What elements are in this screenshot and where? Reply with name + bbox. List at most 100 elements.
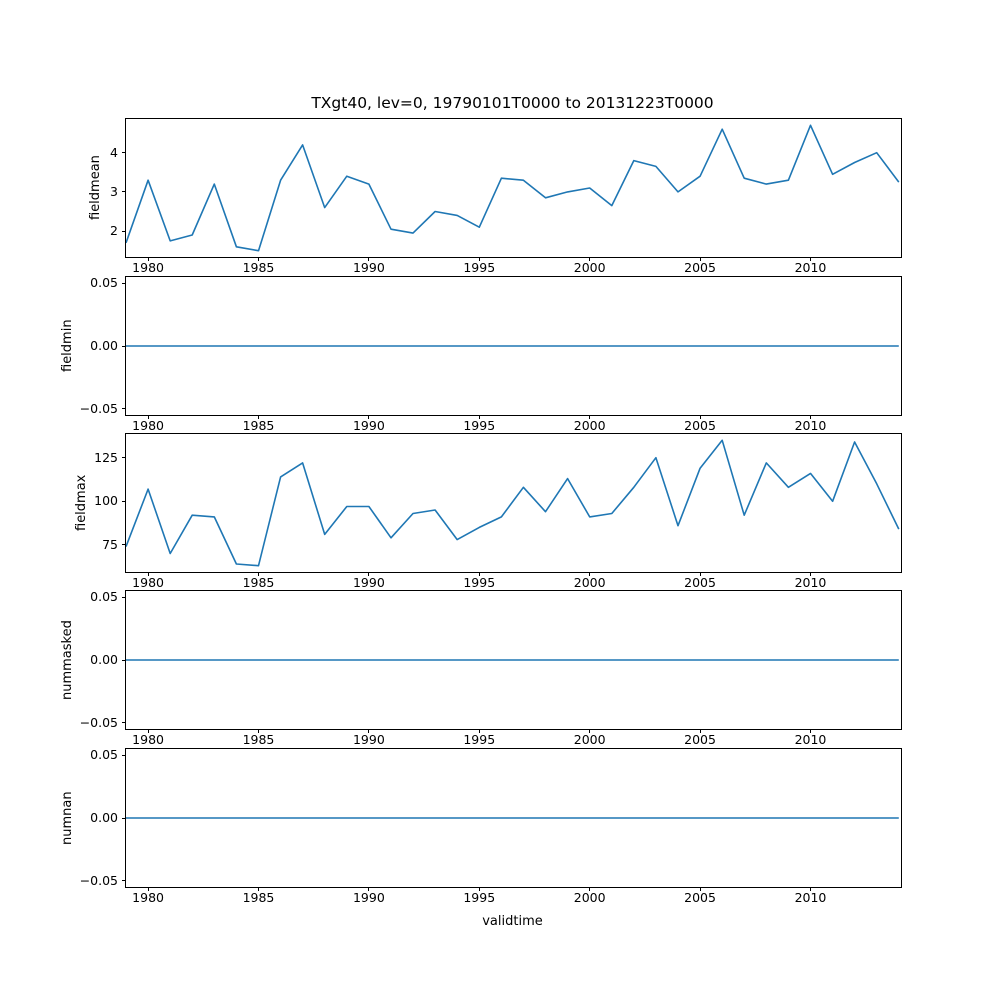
fieldmin-line-plot — [126, 345, 899, 347]
x-tick-label: 1980 — [132, 732, 164, 747]
x-tick-label: 2005 — [684, 890, 716, 905]
x-tick-label: 1995 — [463, 260, 496, 275]
y-tick-mark — [122, 880, 126, 882]
x-tick-mark — [589, 887, 591, 891]
y-tick-label: 3 — [110, 184, 118, 200]
y-tick-mark — [122, 596, 126, 598]
x-tick-mark — [257, 572, 259, 576]
x-tick-label: 1995 — [463, 890, 496, 905]
subplot-fieldmin: fieldmin 1980 1985 1990 1995 2000 2005 2010 −0.… — [60, 276, 902, 432]
x-tick-mark — [809, 572, 811, 576]
subplot-nummasked: nummasked 1980 1985 1990 1995 2000 2005 2010 −0… — [60, 590, 902, 746]
x-tick-label: 2000 — [573, 260, 606, 275]
y-tick-mark — [122, 817, 126, 819]
x-tick-mark — [589, 415, 591, 419]
y-tick-label: 0.05 — [90, 589, 118, 605]
x-tick-mark — [699, 887, 701, 891]
x-tick-mark — [699, 257, 701, 261]
x-tick-label: 2005 — [684, 732, 716, 747]
x-tick-mark — [257, 729, 259, 733]
x-tick-mark — [478, 887, 480, 891]
y-tick-label: 4 — [110, 144, 118, 160]
x-tick-mark — [368, 257, 370, 261]
numnan-line-plot — [126, 817, 899, 819]
y-tick-mark — [122, 230, 126, 232]
y-tick-label: −0.05 — [79, 400, 118, 416]
x-tick-mark — [257, 257, 259, 261]
x-tick-mark — [368, 415, 370, 419]
y-tick-label: 125 — [94, 449, 118, 465]
x-tick-label: 1995 — [463, 575, 496, 590]
x-tick-label: 2005 — [684, 418, 716, 433]
y-tick-mark — [122, 544, 126, 546]
y-tick-label: 0.00 — [90, 652, 118, 668]
y-axis-label-numnan: numnan — [60, 791, 75, 845]
y-tick-mark — [122, 152, 126, 154]
y-tick-mark — [122, 500, 126, 502]
x-tick-label: 2010 — [794, 418, 827, 433]
x-tick-mark — [809, 729, 811, 733]
y-tick-label: 0.05 — [90, 275, 118, 291]
x-tick-label: 1985 — [242, 260, 275, 275]
y-tick-mark — [122, 722, 126, 724]
x-tick-mark — [147, 887, 149, 891]
fieldmax-series-line — [126, 439, 900, 567]
y-tick-label: −0.05 — [79, 714, 118, 730]
x-tick-label: 2010 — [794, 890, 827, 905]
x-tick-mark — [368, 572, 370, 576]
fieldmean-series-line — [126, 124, 900, 252]
y-tick-label: −0.05 — [79, 872, 118, 888]
fieldmax-line-plot — [126, 439, 900, 567]
x-tick-label: 2010 — [794, 260, 827, 275]
x-tick-label: 2000 — [573, 575, 606, 590]
x-tick-label: 2005 — [684, 260, 716, 275]
y-tick-mark — [122, 754, 126, 756]
x-tick-mark — [699, 729, 701, 733]
x-tick-mark — [699, 572, 701, 576]
y-tick-label: 0.00 — [90, 810, 118, 826]
x-tick-mark — [809, 415, 811, 419]
x-tick-label: 1980 — [132, 575, 164, 590]
x-tick-label: 1995 — [463, 418, 496, 433]
x-tick-label: 1990 — [352, 732, 385, 747]
x-tick-mark — [368, 729, 370, 733]
x-tick-mark — [478, 415, 480, 419]
x-tick-label: 1980 — [132, 418, 164, 433]
nummasked-line-plot — [126, 659, 899, 661]
y-tick-label: 0.00 — [90, 338, 118, 354]
y-tick-mark — [122, 345, 126, 347]
x-tick-mark — [147, 257, 149, 261]
x-tick-mark — [809, 887, 811, 891]
x-tick-mark — [257, 887, 259, 891]
y-tick-label: 100 — [94, 493, 118, 509]
x-tick-mark — [147, 729, 149, 733]
x-tick-label: 1990 — [352, 260, 385, 275]
x-tick-mark — [478, 257, 480, 261]
x-tick-label: 2010 — [794, 732, 827, 747]
x-tick-mark — [589, 257, 591, 261]
y-tick-label: 75 — [102, 536, 118, 552]
x-tick-mark — [257, 415, 259, 419]
x-tick-label: 2000 — [573, 890, 606, 905]
x-tick-mark — [147, 572, 149, 576]
y-tick-mark — [122, 659, 126, 661]
fieldmean-line-plot — [126, 124, 900, 252]
x-tick-mark — [589, 572, 591, 576]
x-tick-label: 2010 — [794, 575, 827, 590]
x-tick-mark — [478, 729, 480, 733]
y-axis-label-nummasked: nummasked — [60, 620, 75, 700]
y-axis-label-fieldmin: fieldmin — [60, 319, 75, 373]
y-tick-mark — [122, 408, 126, 410]
subplot-fieldmax: fieldmax 1980 1985 1990 1995 2000 2005 2010 75 1… — [74, 433, 902, 589]
x-tick-label: 1985 — [242, 418, 275, 433]
x-tick-mark — [478, 572, 480, 576]
x-tick-mark — [589, 729, 591, 733]
y-tick-label: 2 — [110, 223, 118, 239]
x-tick-label: 1980 — [132, 890, 164, 905]
x-tick-mark — [809, 257, 811, 261]
x-axis-label: validtime — [482, 914, 543, 929]
y-tick-mark — [122, 282, 126, 284]
y-tick-label: 0.05 — [90, 747, 118, 763]
y-axis-label-fieldmax: fieldmax — [74, 474, 89, 532]
x-tick-label: 1990 — [352, 418, 385, 433]
